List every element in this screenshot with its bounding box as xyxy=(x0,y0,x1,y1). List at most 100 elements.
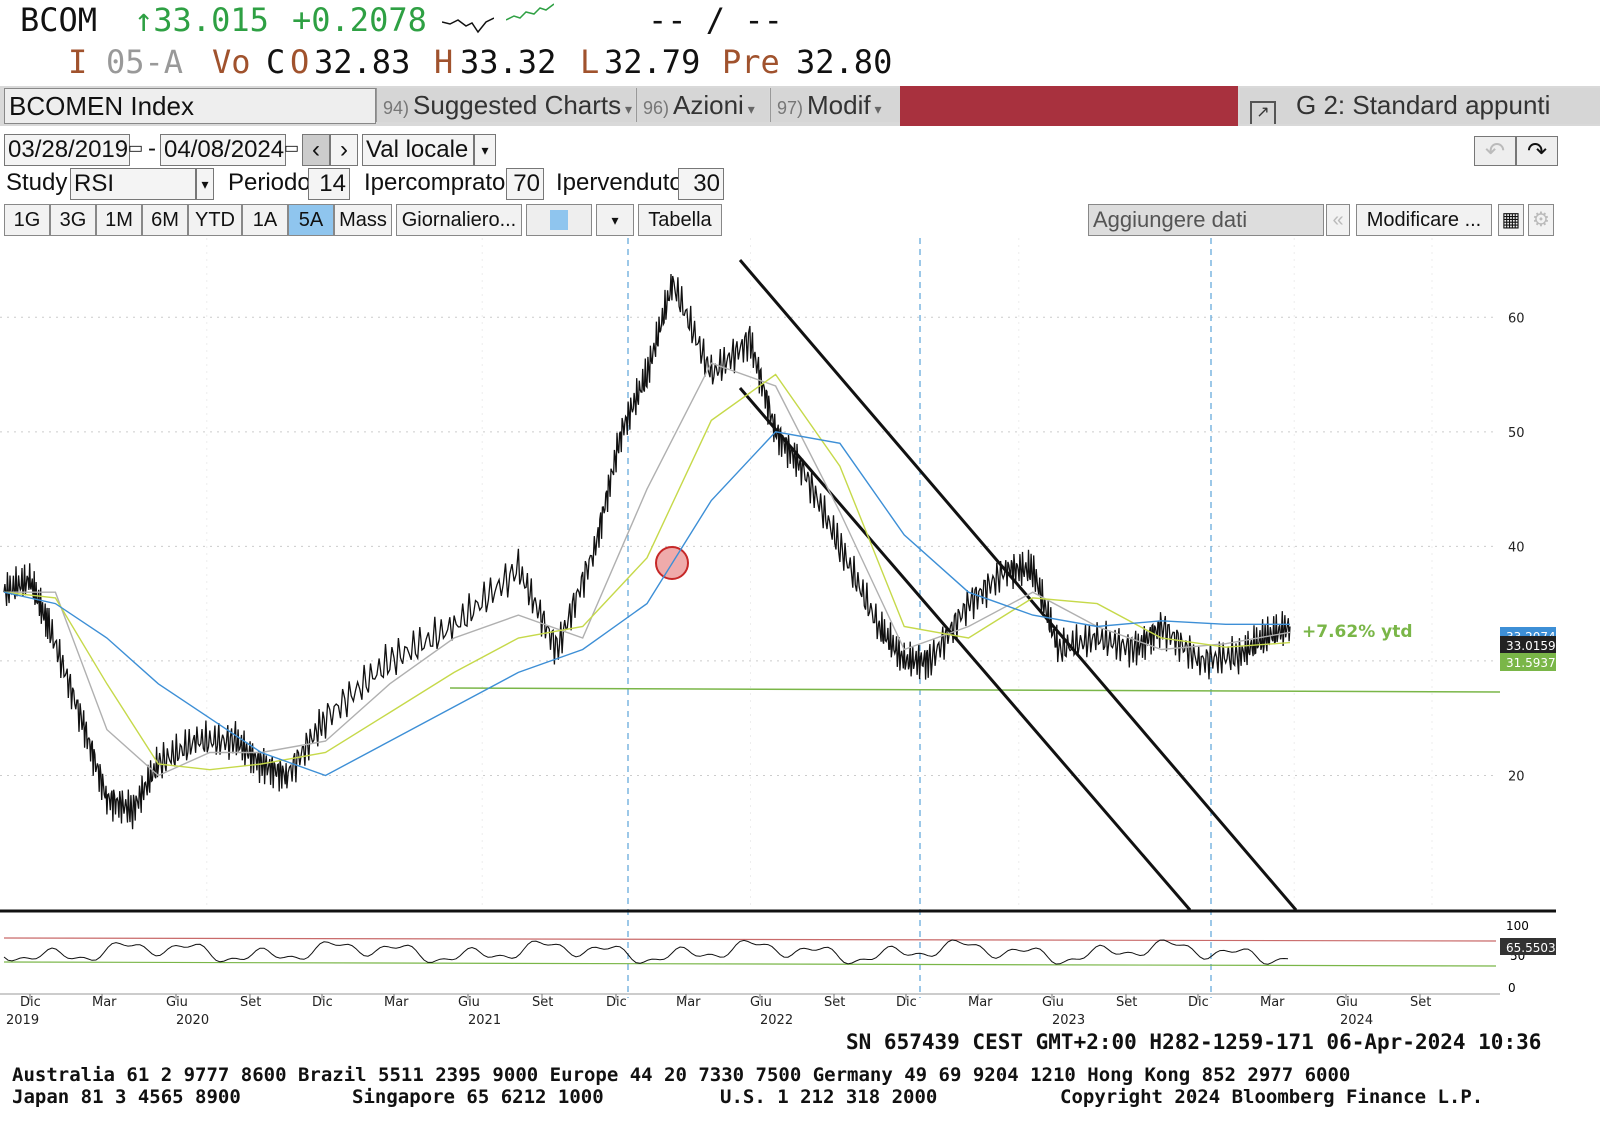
label-c: C xyxy=(266,43,286,81)
azioni-label: Azioni xyxy=(673,90,744,120)
x-month-label: Set xyxy=(532,995,553,1010)
azioni-menu[interactable]: 96) Azioni ▾ xyxy=(636,88,769,122)
price-series xyxy=(3,273,1291,830)
collapse-icon[interactable]: « xyxy=(1326,204,1350,236)
x-month-label: Set xyxy=(824,995,845,1010)
currency-dropdown-icon[interactable]: ▾ xyxy=(474,134,496,166)
x-month-label: Dic xyxy=(606,995,627,1010)
redo-icon[interactable]: ↷ xyxy=(1516,136,1558,166)
label-time: 05-A xyxy=(106,43,184,81)
intraday-sparkline-icon xyxy=(506,3,554,21)
sparkline-icon xyxy=(442,17,494,34)
start-calendar-icon[interactable]: ▭ xyxy=(128,140,144,157)
rsi-value-text: 65.5503 xyxy=(1506,941,1556,955)
undo-icon[interactable]: ↶ xyxy=(1474,136,1516,166)
x-month-label: Mar xyxy=(92,995,117,1010)
price-axis: 6050403020 xyxy=(1508,311,1525,784)
chart-type-icon[interactable] xyxy=(526,204,592,236)
date-dash: - xyxy=(148,135,156,162)
bid-ask: -- / -- xyxy=(648,1,783,39)
export-icon[interactable]: ↗ xyxy=(1250,101,1276,124)
prev-arrow-icon[interactable]: ‹ xyxy=(302,134,330,166)
x-month-label: Dic xyxy=(312,995,333,1010)
x-month-label: Giu xyxy=(1336,995,1358,1010)
currency-select[interactable]: Val locale xyxy=(362,134,474,166)
x-year-label: 2021 xyxy=(468,1013,501,1028)
alert-bar xyxy=(900,86,1238,126)
time-axis: Dic Mar Giu Set Dic Mar Giu Set Dic Mar Giu Set Dic M… xyxy=(0,993,1500,1028)
suggested-charts-menu[interactable]: 94) Suggested Charts ▾ xyxy=(376,88,635,122)
modif-label: Modif xyxy=(807,90,871,120)
period-6m-button[interactable]: 6M xyxy=(142,204,188,236)
start-date-input[interactable]: 03/28/2019 xyxy=(4,134,130,166)
x-month-label: Set xyxy=(1410,995,1431,1010)
edit-button[interactable]: Modificare ... xyxy=(1356,204,1492,236)
ticker: BCOM xyxy=(20,1,98,39)
low-value: 32.79 xyxy=(604,43,701,81)
series-line-2 xyxy=(3,373,1291,771)
add-data-input[interactable]: Aggiungere dati xyxy=(1088,204,1324,236)
period-1a-button[interactable]: 1A xyxy=(242,204,288,236)
overbought-input[interactable]: 70 xyxy=(506,168,544,200)
period-mass-button[interactable]: Mass xyxy=(334,204,392,236)
x-month-label: Mar xyxy=(676,995,701,1010)
x-month-label: Giu xyxy=(458,995,480,1010)
period-ytd-button[interactable]: YTD xyxy=(188,204,242,236)
period-1g-button[interactable]: 1G xyxy=(4,204,50,236)
x-month-label: Mar xyxy=(968,995,993,1010)
x-month-label: Set xyxy=(240,995,261,1010)
label-h: H xyxy=(434,43,454,81)
layout-label: G 2: Standard appunti xyxy=(1296,90,1551,120)
price-label-black-text: 33.0159 xyxy=(1506,639,1556,653)
modif-menu[interactable]: 97) Modif ▾ xyxy=(770,88,901,122)
open-value: 32.83 xyxy=(314,43,411,81)
chart-type-dropdown-icon[interactable]: ▾ xyxy=(596,204,634,236)
azioni-number: 96) xyxy=(643,98,670,118)
session-info: SN 657439 CEST GMT+2:00 H282-1259-171 06… xyxy=(846,1030,1542,1054)
layout-selector[interactable]: ↗ G 2: Standard appunti xyxy=(1240,88,1600,124)
end-calendar-icon[interactable]: ▭ xyxy=(284,140,300,157)
x-year-label: 2024 xyxy=(1340,1013,1373,1028)
edit-chart-icon[interactable]: ▦ xyxy=(1498,204,1524,236)
end-date-input[interactable]: 04/08/2024 xyxy=(160,134,286,166)
prev-value: 32.80 xyxy=(796,43,893,81)
support-line xyxy=(449,687,1501,693)
price-label-black: 33.0159 xyxy=(1500,636,1556,654)
channel-lower-line xyxy=(738,387,1192,911)
y-tick-label: 50 xyxy=(1508,426,1525,441)
label-l: L xyxy=(580,43,600,81)
table-button[interactable]: Tabella xyxy=(638,204,722,236)
channel-upper-line xyxy=(738,259,1298,911)
x-year-label: 2019 xyxy=(6,1013,39,1028)
quote-header: BCOM ↑33.015 +0.2078 -- / -- xyxy=(0,0,1600,40)
frequency-select[interactable]: Giornaliero... xyxy=(396,204,522,236)
oversold-input[interactable]: 30 xyxy=(678,168,724,200)
period-3g-button[interactable]: 3G xyxy=(50,204,96,236)
next-arrow-icon[interactable]: › xyxy=(330,134,358,166)
suggested-number: 94) xyxy=(383,98,410,118)
period-1m-button[interactable]: 1M xyxy=(96,204,142,236)
rsi-tick-100: 100 xyxy=(1506,919,1529,933)
settings-icon[interactable]: ⚙ xyxy=(1528,204,1554,236)
x-year-label: 2020 xyxy=(176,1013,209,1028)
contact-singapore: Singapore 65 6212 1000 xyxy=(352,1086,604,1108)
x-month-label: Giu xyxy=(750,995,772,1010)
overbought-label: Ipercomprato xyxy=(364,169,506,196)
x-month-label: Mar xyxy=(384,995,409,1010)
price-label-green: 31.5937 xyxy=(1500,653,1556,671)
period-5a-button[interactable]: 5A xyxy=(288,204,334,236)
study-dropdown-icon[interactable]: ▾ xyxy=(196,168,214,200)
study-select[interactable]: RSI xyxy=(70,168,196,200)
price-change: +0.2078 xyxy=(292,1,427,39)
price-chart[interactable]: 6050403020 +7.62% ytd 33.2074 33.0159 31… xyxy=(0,238,1600,1038)
contact-us: U.S. 1 212 318 2000 xyxy=(720,1086,938,1108)
series-line-3 xyxy=(3,431,1290,777)
rsi-tick-0: 0 xyxy=(1508,981,1516,995)
y-tick-label: 20 xyxy=(1508,769,1525,784)
period-input[interactable]: 14 xyxy=(308,168,350,200)
security-field[interactable]: BCOMEN Index xyxy=(4,88,376,124)
x-month-label: Mar xyxy=(1260,995,1285,1010)
rsi-value-label: 65.5503 xyxy=(1500,938,1556,955)
label-o: O xyxy=(290,43,310,81)
study-label: Study xyxy=(6,169,68,196)
